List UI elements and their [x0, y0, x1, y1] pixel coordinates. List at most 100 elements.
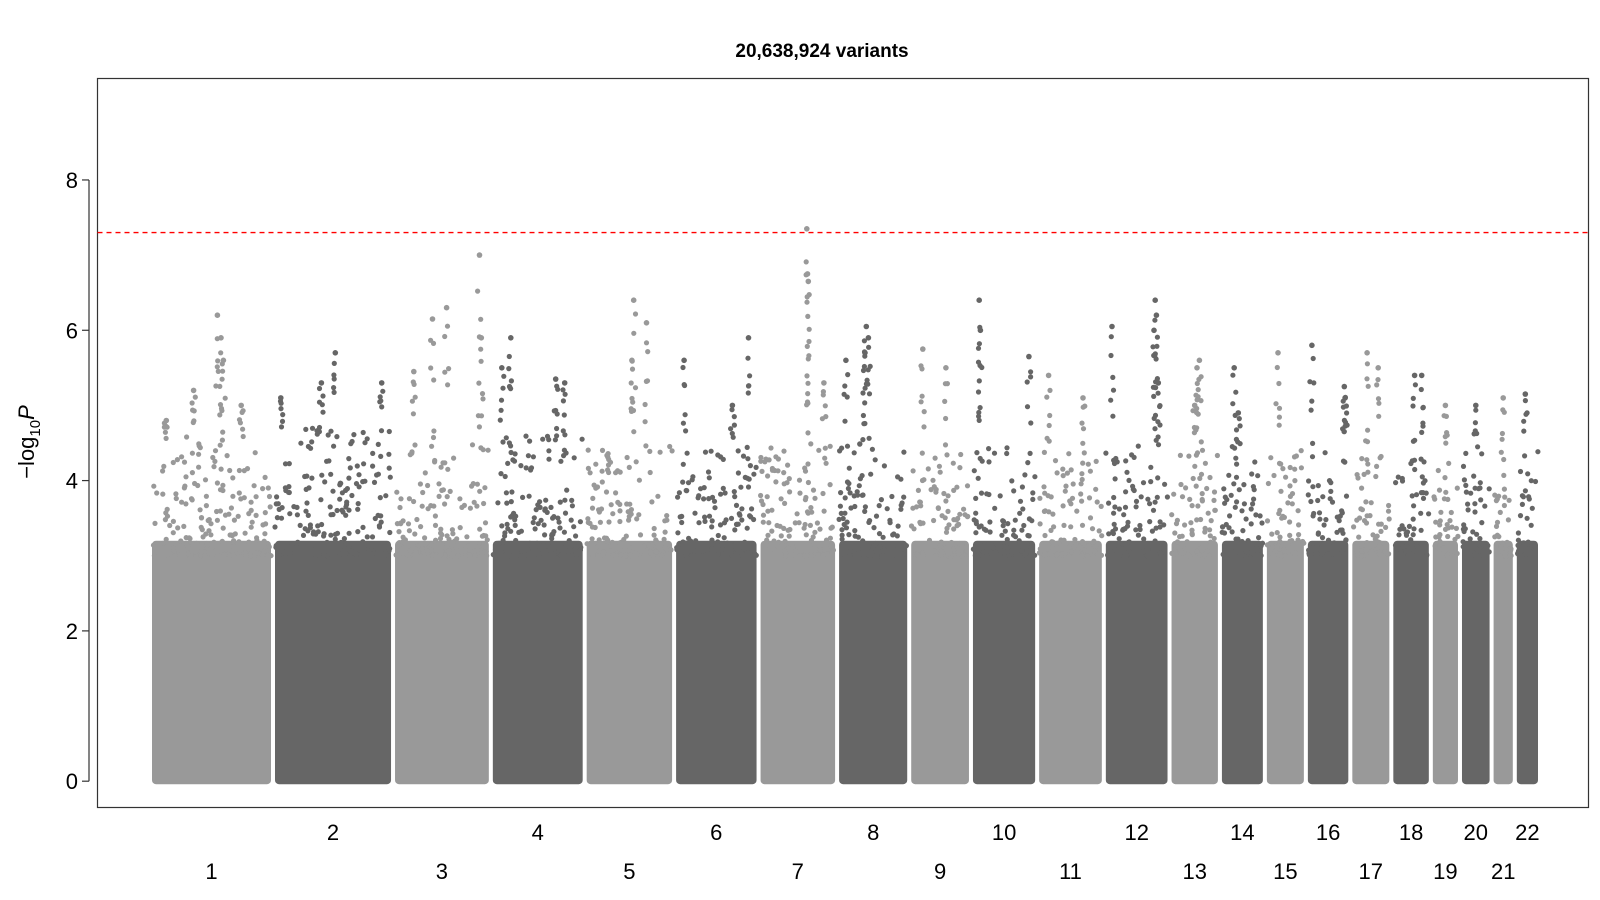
- variant-point: [217, 412, 223, 418]
- variant-point: [623, 552, 629, 559]
- variant-point: [964, 483, 971, 489]
- variant-point: [228, 505, 234, 511]
- variant-point: [560, 398, 567, 404]
- variant-point: [560, 428, 566, 434]
- variant-point: [1198, 545, 1204, 551]
- variant-point: [1352, 543, 1358, 549]
- variant-point: [1298, 448, 1304, 454]
- variant-point: [330, 511, 336, 518]
- variant-point: [1020, 506, 1026, 512]
- chromosome-14-variant-band: [1221, 540, 1263, 785]
- variant-point: [915, 487, 922, 493]
- variant-point: [413, 546, 419, 552]
- variant-point: [231, 517, 237, 523]
- variant-point: [1305, 492, 1311, 498]
- x-tick-label: 21: [1491, 859, 1515, 884]
- variant-point: [838, 510, 844, 516]
- variant-point: [1004, 536, 1010, 543]
- variant-point: [1095, 551, 1101, 558]
- variant-point: [889, 493, 895, 500]
- variant-point: [425, 482, 431, 489]
- variant-point: [1027, 450, 1033, 456]
- peak-point: [1500, 395, 1506, 401]
- variant-point: [502, 473, 508, 480]
- variant-point: [657, 449, 663, 455]
- variant-point: [685, 480, 692, 486]
- variant-point: [1316, 510, 1323, 516]
- variant-point: [1258, 552, 1264, 559]
- variant-point: [1194, 548, 1200, 554]
- variant-point: [442, 369, 448, 375]
- variant-point: [801, 525, 807, 531]
- variant-point: [282, 461, 289, 467]
- variant-point: [375, 471, 381, 477]
- variant-point: [508, 449, 514, 456]
- x-tick-label: 13: [1182, 859, 1206, 884]
- variant-point: [331, 360, 337, 366]
- variant-point: [895, 523, 901, 529]
- variant-point: [1278, 488, 1284, 494]
- peak-point: [630, 297, 637, 304]
- variant-point: [778, 533, 784, 539]
- variant-point: [1437, 546, 1443, 553]
- variant-point: [1296, 544, 1302, 550]
- variant-point: [1137, 522, 1143, 529]
- variant-point: [276, 550, 282, 556]
- variant-point: [1157, 550, 1163, 556]
- variant-point: [1412, 437, 1418, 443]
- variant-point: [1229, 529, 1235, 535]
- variant-point: [1179, 533, 1185, 539]
- variant-point: [1271, 472, 1277, 479]
- variant-point: [1111, 494, 1117, 501]
- variant-point: [179, 454, 185, 460]
- variant-point: [1437, 538, 1443, 545]
- variant-point: [212, 448, 219, 454]
- variant-point: [715, 539, 721, 545]
- variant-point: [895, 474, 901, 480]
- variant-point: [739, 506, 745, 512]
- variant-point: [436, 481, 442, 487]
- variant-point: [1412, 382, 1418, 388]
- variant-point: [278, 406, 284, 412]
- variant-point: [593, 461, 599, 467]
- variant-point: [806, 353, 812, 359]
- variant-point: [287, 511, 293, 517]
- variant-point: [1501, 472, 1507, 478]
- variant-point: [1064, 470, 1070, 476]
- peak-point: [1109, 323, 1115, 330]
- variant-point: [630, 399, 636, 405]
- variant-point: [160, 491, 166, 497]
- variant-point: [958, 451, 964, 458]
- variant-point: [1343, 537, 1349, 543]
- variant-point: [1004, 445, 1010, 451]
- variant-point: [1002, 528, 1008, 534]
- variant-point: [436, 493, 442, 499]
- variant-point: [346, 456, 352, 462]
- variant-point: [821, 508, 827, 514]
- variant-point: [606, 469, 612, 476]
- variant-point: [1477, 480, 1483, 486]
- variant-point: [817, 526, 823, 532]
- variant-point: [1050, 539, 1056, 545]
- variant-point: [992, 505, 998, 511]
- variant-point: [1228, 545, 1234, 552]
- x-tick-label: 10: [992, 820, 1016, 845]
- variant-point: [617, 501, 623, 507]
- variant-point: [956, 551, 962, 557]
- variant-point: [632, 385, 639, 391]
- peak-point: [1196, 357, 1203, 364]
- chromosome-11-variant-band: [1039, 540, 1102, 785]
- variant-point: [286, 489, 292, 496]
- variant-point: [279, 546, 285, 552]
- variant-point: [186, 535, 192, 541]
- variant-point: [731, 414, 737, 420]
- variant-point: [1396, 546, 1402, 552]
- variant-point: [931, 548, 937, 554]
- variant-point: [235, 513, 241, 519]
- variant-point: [569, 503, 576, 509]
- variant-point: [482, 520, 489, 526]
- variant-point: [1081, 450, 1087, 456]
- variant-point: [265, 485, 271, 491]
- variant-point: [617, 518, 623, 525]
- variant-point: [1411, 526, 1417, 532]
